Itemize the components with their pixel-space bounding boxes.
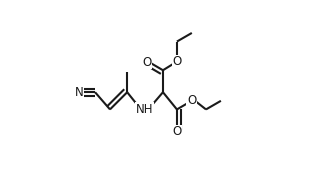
Text: O: O (172, 126, 181, 139)
Text: O: O (187, 94, 196, 107)
Text: N: N (75, 86, 84, 99)
Text: NH: NH (136, 103, 153, 116)
Text: O: O (172, 55, 181, 68)
Text: O: O (143, 55, 152, 68)
